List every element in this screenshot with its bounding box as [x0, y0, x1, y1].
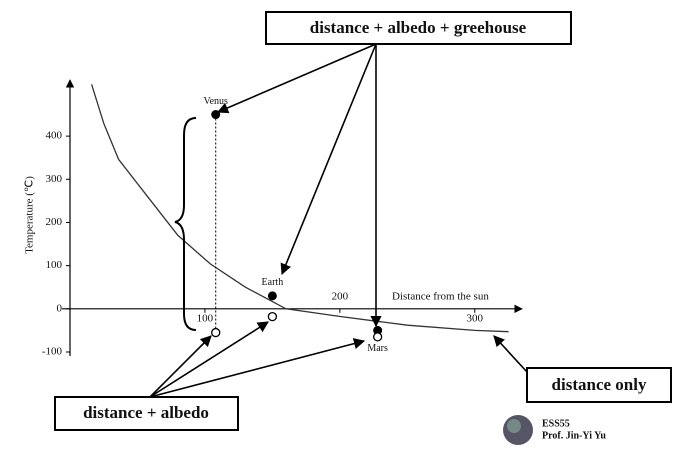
planet-point-open	[212, 329, 220, 337]
planet-label: Venus	[203, 96, 228, 107]
page: -100 0 100 200 300 400 100 200 300 distance + al…	[0, 0, 679, 450]
planet-point-open	[374, 333, 382, 341]
planet-point-open	[268, 313, 276, 321]
course: ESS55	[542, 418, 570, 429]
annotation: distance only	[552, 375, 647, 394]
arrow	[494, 336, 527, 372]
chart: -100 0 100 200 300 400 100 200 300 distance + al…	[0, 0, 679, 450]
arrow	[150, 322, 268, 397]
x-tick-label: 100	[197, 312, 214, 324]
annotation: distance + albedo + greehouse	[310, 18, 527, 37]
x-axis-label: Distance from the sun	[392, 291, 489, 303]
annotation: distance + albedo	[83, 403, 209, 422]
x-tick-label: 200	[332, 290, 349, 302]
y-tick-label: 100	[46, 259, 63, 271]
brace	[175, 118, 196, 330]
y-tick-label: 0	[57, 302, 63, 314]
y-tick-label: 300	[46, 173, 63, 185]
planet-label: Mars	[367, 343, 388, 354]
y-axis-label: Temperature (℃)	[24, 176, 36, 254]
logo	[507, 419, 521, 433]
y-tick-label: 200	[46, 216, 63, 228]
planet-point	[268, 291, 277, 300]
y-tick-label: -100	[42, 346, 63, 358]
y-tick-label: 400	[46, 130, 63, 142]
arrow	[150, 341, 364, 397]
planet-point	[211, 110, 220, 119]
x-tick-label: 300	[467, 312, 484, 324]
author: Prof. Jin-Yi Yu	[542, 430, 606, 441]
planet-label: Earth	[262, 277, 284, 288]
arrow	[150, 336, 211, 397]
